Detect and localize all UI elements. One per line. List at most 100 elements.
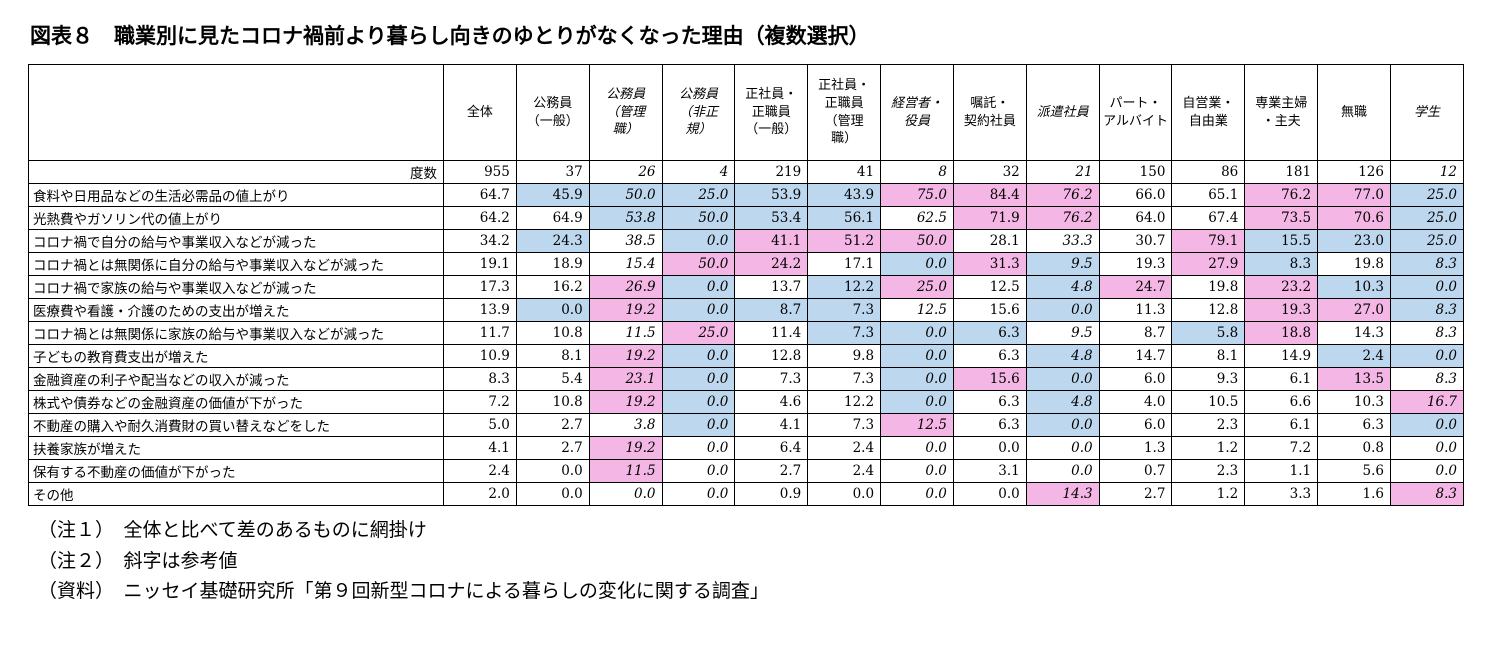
value-cell: 67.4 [1171, 206, 1246, 230]
frequency-cell: 26 [588, 160, 663, 184]
frequency-cell: 955 [443, 160, 517, 184]
value-cell: 25.0 [661, 183, 736, 207]
value-cell: 6.3 [952, 390, 1027, 414]
column-header-6: 経営者・ 役員 [880, 64, 954, 161]
value-cell: 28.1 [952, 229, 1027, 253]
value-cell: 2.7 [1098, 482, 1173, 506]
column-header-7: 嘱託・ 契約社員 [952, 64, 1027, 161]
value-cell: 6.1 [1244, 367, 1319, 391]
value-cell: 64.7 [443, 183, 517, 207]
value-cell: 2.7 [734, 459, 809, 483]
value-cell: 19.2 [588, 298, 663, 322]
value-cell: 1.3 [1098, 436, 1173, 460]
note-source: （資料） ニッセイ基礎研究所「第９回新型コロナによる暮らしの変化に関する調査」 [38, 580, 769, 602]
value-cell: 0.0 [880, 252, 954, 276]
row-label: コロナ禍で自分の給与や事業収入などが減った [28, 229, 444, 253]
value-cell: 0.0 [952, 482, 1027, 506]
frequency-cell: 86 [1171, 160, 1246, 184]
table-row-0: 食料や日用品などの生活必需品の値上がり 64.7 45.9 50.0 25.0 53.9 4… [28, 183, 1465, 207]
value-cell: 0.0 [1389, 275, 1465, 299]
value-cell: 23.0 [1317, 229, 1391, 253]
value-cell: 19.3 [1244, 298, 1319, 322]
column-header-11: 専業主婦 ・主夫 [1244, 64, 1319, 161]
value-cell: 31.3 [952, 252, 1027, 276]
value-cell: 11.5 [588, 321, 663, 345]
frequency-cell: 21 [1025, 160, 1100, 184]
value-cell: 50.0 [661, 206, 736, 230]
value-cell: 6.4 [734, 436, 809, 460]
value-cell: 17.3 [443, 275, 517, 299]
value-cell: 12.8 [734, 344, 809, 368]
value-cell: 10.8 [515, 321, 590, 345]
value-cell: 12.5 [880, 413, 954, 437]
frequency-cell: 219 [734, 160, 809, 184]
value-cell: 0.0 [661, 482, 736, 506]
value-cell: 11.4 [734, 321, 809, 345]
value-cell: 7.3 [734, 367, 809, 391]
value-cell: 56.1 [807, 206, 882, 230]
frequency-label: 度数 [28, 160, 444, 184]
value-cell: 53.8 [588, 206, 663, 230]
value-cell: 7.3 [807, 413, 882, 437]
value-cell: 2.4 [807, 459, 882, 483]
value-cell: 13.7 [734, 275, 809, 299]
value-cell: 3.8 [588, 413, 663, 437]
row-label: その他 [28, 482, 444, 506]
value-cell: 43.9 [807, 183, 882, 207]
value-cell: 9.3 [1171, 367, 1246, 391]
value-cell: 7.3 [807, 298, 882, 322]
frequency-row: 度数 955 37 26 4 219 41 8 32 21 150 86 181 126 12 [28, 160, 1465, 184]
column-header-10: 自営業・ 自由業 [1171, 64, 1246, 161]
table-row-7: 子どもの教育費支出が増えた 10.9 8.1 19.2 0.0 12.8 9.8 0.0 6.3… [28, 344, 1465, 368]
value-cell: 8.3 [1389, 321, 1465, 345]
value-cell: 5.0 [443, 413, 517, 437]
frequency-cell: 150 [1098, 160, 1173, 184]
value-cell: 0.9 [734, 482, 809, 506]
value-cell: 0.0 [661, 459, 736, 483]
value-cell: 16.7 [1389, 390, 1465, 414]
value-cell: 50.0 [661, 252, 736, 276]
value-cell: 4.1 [734, 413, 809, 437]
survey-table: 全体 公務員 （一般） 公務員 （管理 職） 公務員 （非正 規） 正社員・ 正職員 （… [28, 64, 1465, 506]
value-cell: 6.3 [952, 344, 1027, 368]
value-cell: 12.5 [952, 275, 1027, 299]
value-cell: 1.2 [1171, 436, 1246, 460]
frequency-cell: 8 [880, 160, 954, 184]
value-cell: 2.4 [1317, 344, 1391, 368]
value-cell: 0.0 [880, 436, 954, 460]
value-cell: 1.1 [1244, 459, 1319, 483]
value-cell: 7.2 [443, 390, 517, 414]
value-cell: 9.5 [1025, 252, 1100, 276]
value-cell: 12.2 [807, 275, 882, 299]
column-header-5: 正社員・ 正職員 （管理 職） [807, 64, 882, 161]
value-cell: 53.9 [734, 183, 809, 207]
value-cell: 0.0 [1025, 413, 1100, 437]
value-cell: 84.4 [952, 183, 1027, 207]
value-cell: 2.3 [1171, 459, 1246, 483]
column-header-9: パート・ アルバイト [1098, 64, 1173, 161]
row-label: 食料や日用品などの生活必需品の値上がり [28, 183, 444, 207]
value-cell: 30.7 [1098, 229, 1173, 253]
value-cell: 15.6 [952, 298, 1027, 322]
value-cell: 17.1 [807, 252, 882, 276]
row-label: コロナ禍とは無関係に自分の給与や事業収入などが減った [28, 252, 444, 276]
value-cell: 64.2 [443, 206, 517, 230]
value-cell: 66.0 [1098, 183, 1173, 207]
value-cell: 7.3 [807, 367, 882, 391]
value-cell: 65.1 [1171, 183, 1246, 207]
value-cell: 18.8 [1244, 321, 1319, 345]
value-cell: 6.3 [952, 321, 1027, 345]
value-cell: 15.4 [588, 252, 663, 276]
value-cell: 8.7 [1098, 321, 1173, 345]
value-cell: 14.9 [1244, 344, 1319, 368]
value-cell: 8.3 [1244, 252, 1319, 276]
table-row-6: コロナ禍とは無関係に家族の給与や事業収入などが減った 11.7 10.8 11.5 25… [28, 321, 1465, 345]
value-cell: 5.6 [1317, 459, 1391, 483]
value-cell: 0.0 [1389, 459, 1465, 483]
value-cell: 34.2 [443, 229, 517, 253]
value-cell: 18.9 [515, 252, 590, 276]
value-cell: 0.0 [515, 459, 590, 483]
value-cell: 25.0 [880, 275, 954, 299]
value-cell: 50.0 [588, 183, 663, 207]
value-cell: 10.9 [443, 344, 517, 368]
